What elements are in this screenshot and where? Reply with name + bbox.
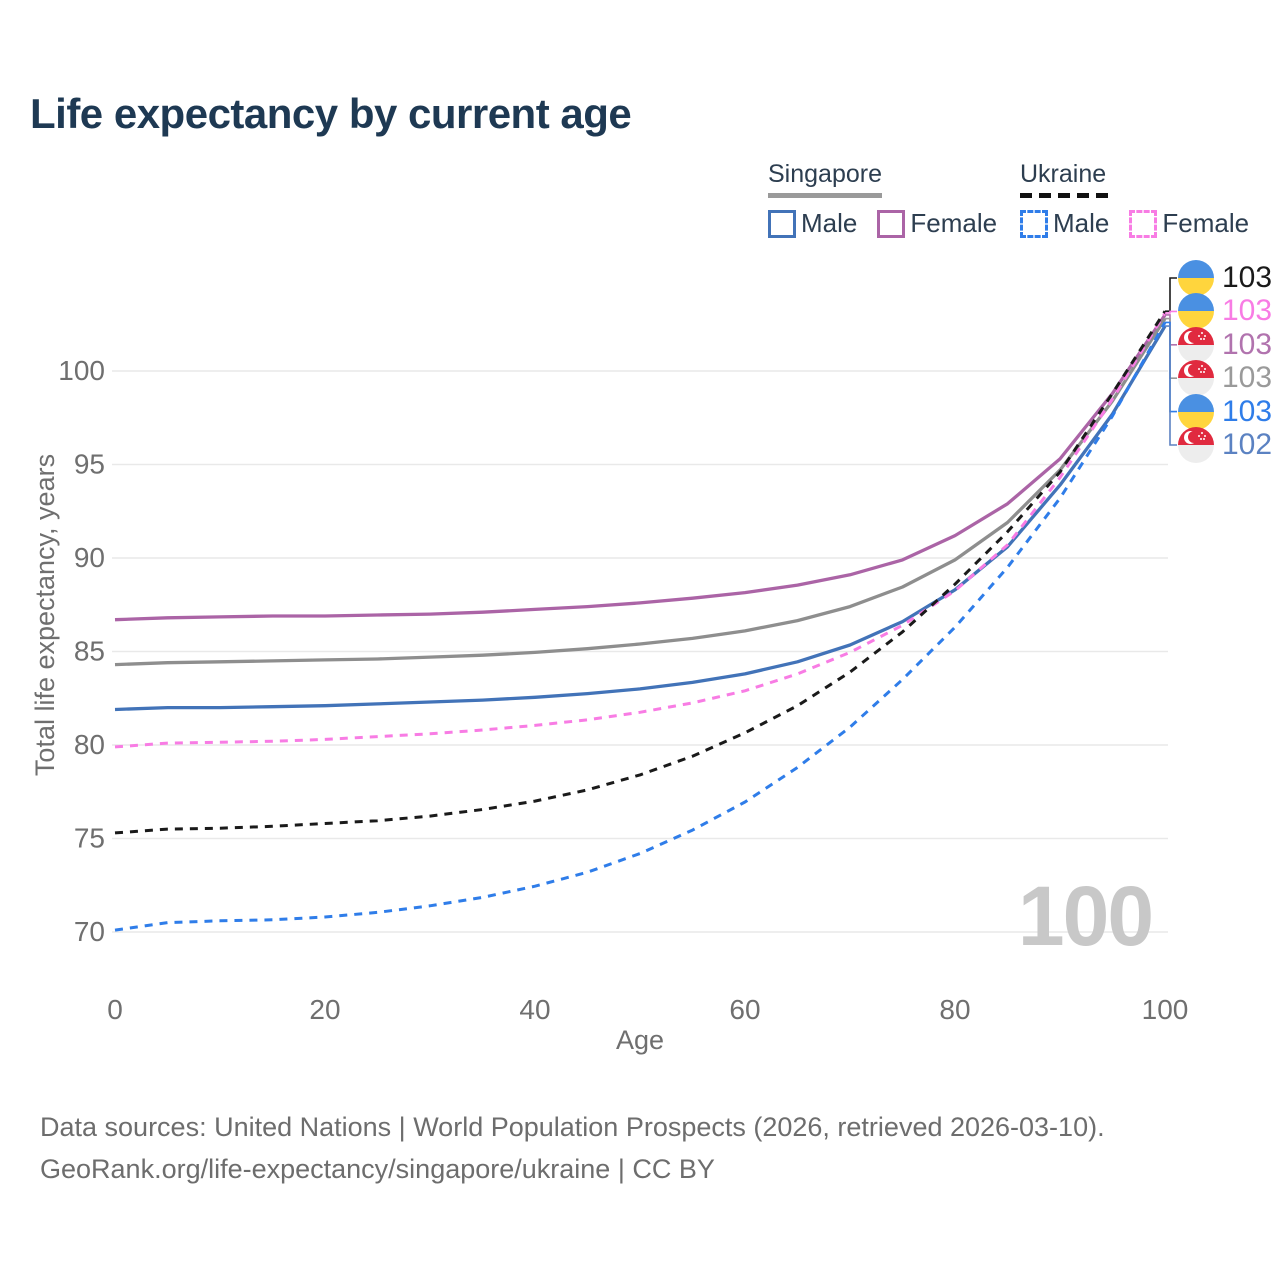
legend-group-singapore: Singapore Male Female: [768, 160, 1011, 239]
series-line-ukraine-female[interactable]: [114, 312, 1167, 749]
singapore-line-style-swatch: [768, 193, 882, 198]
sources-line-1: Data sources: United Nations | World Pop…: [40, 1112, 1105, 1142]
legend-country-ukraine[interactable]: Ukraine: [1020, 160, 1107, 188]
series-line-singapore-female[interactable]: [114, 313, 1167, 622]
page-title: Life expectancy by current age: [30, 90, 632, 137]
end-label-connector-0: [1165, 277, 1177, 312]
y-tick-75: 75: [74, 823, 105, 854]
y-tick-70: 70: [74, 916, 105, 947]
legend-country-singapore[interactable]: Singapore: [768, 160, 882, 188]
x-tick-60: 60: [729, 994, 760, 1025]
end-label-connector-5: [1165, 325, 1177, 446]
data-sources: Data sources: United Nations | World Pop…: [40, 1106, 1105, 1190]
legend-label-ukraine-female: Female: [1162, 208, 1250, 238]
legend-item-singapore-female[interactable]: Female: [877, 208, 997, 239]
x-tick-100: 100: [1142, 994, 1189, 1025]
ukraine-line-style-swatch: [1020, 193, 1112, 198]
x-tick-80: 80: [939, 994, 970, 1025]
singapore-male-swatch: [768, 209, 796, 238]
ukraine-female-swatch: [1129, 209, 1158, 238]
legend-item-ukraine-female[interactable]: Female: [1129, 208, 1249, 239]
end-label-connector-3: [1165, 317, 1177, 379]
x-tick-40: 40: [519, 994, 550, 1025]
y-tick-100: 100: [58, 355, 105, 386]
y-tick-95: 95: [74, 449, 105, 480]
series-line-singapore-both-sexes[interactable]: [114, 317, 1167, 667]
y-tick-80: 80: [74, 729, 105, 760]
legend-item-singapore-male[interactable]: Male: [768, 208, 857, 239]
x-tick-0: 0: [107, 994, 123, 1025]
series-line-ukraine-both-sexes[interactable]: [114, 310, 1167, 835]
sources-line-2: GeoRank.org/life-expectancy/singapore/uk…: [40, 1154, 715, 1184]
ukraine-male-swatch: [1020, 209, 1048, 238]
end-label-connector-1: [1165, 310, 1177, 314]
legend-item-ukraine-male[interactable]: Male: [1020, 208, 1109, 239]
legend-label-ukraine-male: Male: [1053, 208, 1110, 238]
hover-age-watermark: 100: [1017, 869, 1154, 963]
legend-label-singapore-male: Male: [801, 208, 858, 238]
legend-label-singapore-female: Female: [910, 208, 998, 238]
y-tick-85: 85: [74, 636, 105, 667]
series-line-singapore-male[interactable]: [114, 325, 1167, 712]
series-line-ukraine-male[interactable]: [114, 321, 1167, 932]
x-tick-20: 20: [309, 994, 340, 1025]
end-label-connector-4: [1165, 321, 1177, 413]
legend-group-ukraine: Ukraine Male Female: [1020, 160, 1263, 239]
y-tick-90: 90: [74, 542, 105, 573]
singapore-female-swatch: [877, 209, 906, 238]
x-axis-title: Age: [615, 1025, 665, 1055]
y-axis-title: Total life expectancy, years: [30, 453, 60, 777]
